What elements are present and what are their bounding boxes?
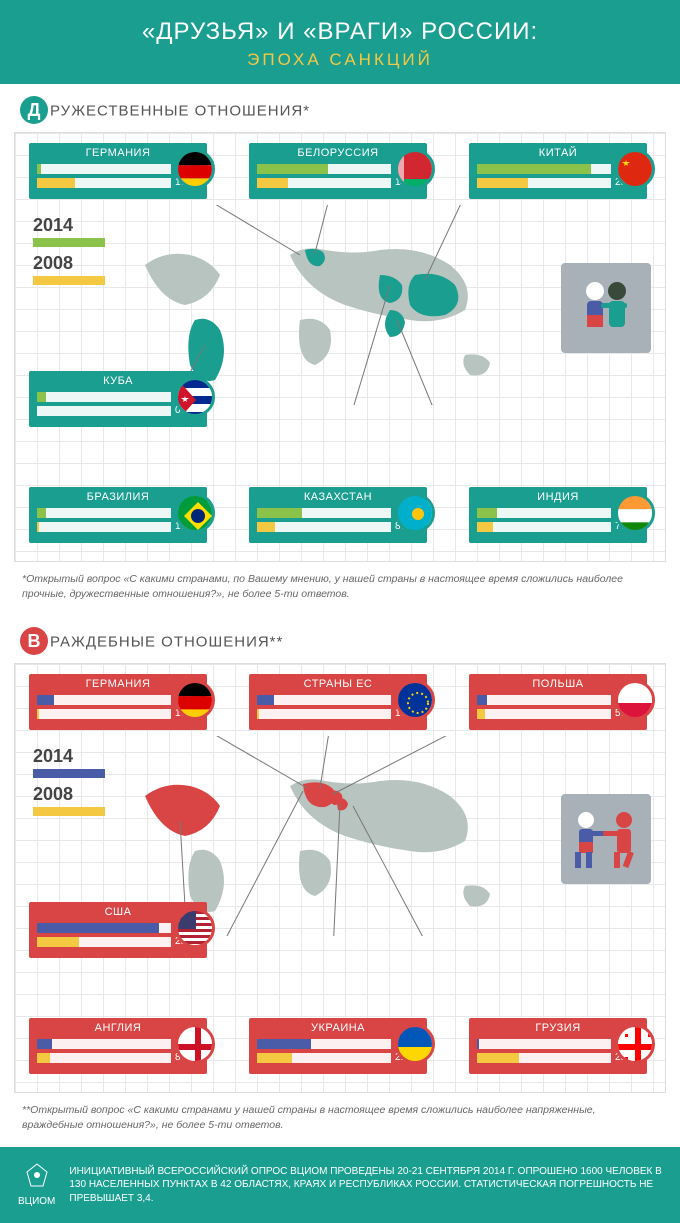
country-card: АНГЛИЯ 9% 8% <box>29 1018 207 1074</box>
friends-icon <box>561 263 651 353</box>
country-card: США 73% 25% <box>29 902 207 958</box>
country-card: УКРАИНА 32% 21% <box>249 1018 427 1074</box>
flag-icon <box>395 493 435 533</box>
flag-icon <box>175 149 215 189</box>
friendly-section-title: ДРУЖЕСТВЕННЫЕ ОТНОШЕНИЯ* <box>0 84 680 132</box>
country-card: ГРУЗИЯ 1% 25% <box>469 1018 647 1074</box>
country-card: КУБА 4% 0% <box>29 371 207 427</box>
bar-2008: 1% <box>37 521 199 532</box>
header: «ДРУЗЬЯ» И «ВРАГИ» РОССИИ: ЭПОХА САНКЦИЙ <box>0 0 680 84</box>
vciom-logo: ВЦИОМ <box>18 1161 55 1209</box>
bar-2008: 5% <box>477 708 639 719</box>
footer: ВЦИОМ ИНИЦИАТИВНЫЙ ВСЕРОССИЙСКИЙ ОПРОС В… <box>0 1147 680 1223</box>
legend-2008: 2008 <box>33 253 105 285</box>
hostile-title-text: РАЖДЕБНЫЕ ОТНОШЕНИЯ** <box>50 634 283 651</box>
country-name: ИНДИЯ <box>477 491 639 503</box>
flag-icon <box>395 1024 435 1064</box>
friendly-note: *Открытый вопрос «С какими странами, по … <box>0 562 680 615</box>
bar-2008: 21% <box>257 1052 419 1063</box>
legend-swatch-2008 <box>33 807 105 816</box>
bar-2008: 0% <box>37 405 199 416</box>
flag-icon <box>395 680 435 720</box>
friendly-panel: 2014 2008 <box>14 132 666 562</box>
country-card: БРАЗИЛИЯ 4% 1% <box>29 487 207 543</box>
hostile-note: **Открытый вопрос «С какими странами у н… <box>0 1093 680 1146</box>
hostile-letter-badge: В <box>20 627 48 655</box>
legend: 2014 2008 <box>33 746 105 822</box>
subtitle: ЭПОХА САНКЦИЙ <box>10 50 670 70</box>
flag-icon <box>175 680 215 720</box>
footer-text: ИНИЦИАТИВНЫЙ ВСЕРОССИЙСКИЙ ОПРОС ВЦИОМ П… <box>69 1165 662 1206</box>
country-name: БЕЛОРУССИЯ <box>257 147 419 159</box>
country-name: США <box>37 906 199 918</box>
bar-2008: 14% <box>257 177 419 188</box>
flag-icon <box>615 149 655 189</box>
flag-icon <box>175 908 215 948</box>
country-name: УКРАИНА <box>257 1022 419 1034</box>
country-name: КУБА <box>37 375 199 387</box>
legend-2008: 2008 <box>33 784 105 816</box>
bar-2008: 23% <box>477 177 639 188</box>
legend-2014: 2014 <box>33 746 105 778</box>
bar-2008: 17% <box>37 177 199 188</box>
bar-2008: 1% <box>37 708 199 719</box>
legend-2014: 2014 <box>33 215 105 247</box>
country-card: ПОЛЬША 6% 5% <box>469 674 647 730</box>
country-name: СТРАНЫ ЕС <box>257 678 419 690</box>
legend-swatch-2014 <box>33 769 105 778</box>
country-name: ПОЛЬША <box>477 678 639 690</box>
bar-2008: 1% <box>257 708 419 719</box>
country-name: ГРУЗИЯ <box>477 1022 639 1034</box>
country-card: КАЗАХСТАН 20% 8% <box>249 487 427 543</box>
friendly-title-text: РУЖЕСТВЕННЫЕ ОТНОШЕНИЯ* <box>50 103 310 120</box>
country-name: КИТАЙ <box>477 147 639 159</box>
country-card: ГЕРМАНИЯ 10% 1% <box>29 674 207 730</box>
flag-icon <box>175 493 215 533</box>
bar-2008: 8% <box>257 521 419 532</box>
country-card: СТРАНЫ ЕС 10% 1% <box>249 674 427 730</box>
country-name: БРАЗИЛИЯ <box>37 491 199 503</box>
flag-icon <box>175 377 215 417</box>
friendly-letter-badge: Д <box>20 96 48 124</box>
enemies-icon <box>561 794 651 884</box>
country-card: ИНДИЯ 9% 7% <box>469 487 647 543</box>
flag-icon <box>615 1024 655 1064</box>
flag-icon <box>175 1024 215 1064</box>
main-title: «ДРУЗЬЯ» И «ВРАГИ» РОССИИ: <box>10 18 670 46</box>
bar-2008: 25% <box>37 936 199 947</box>
legend: 2014 2008 <box>33 215 105 291</box>
country-name: ГЕРМАНИЯ <box>37 678 199 690</box>
flag-icon <box>615 680 655 720</box>
bar-2008: 25% <box>477 1052 639 1063</box>
bar-2008: 8% <box>37 1052 199 1063</box>
legend-swatch-2008 <box>33 276 105 285</box>
legend-swatch-2014 <box>33 238 105 247</box>
country-card: БЕЛОРУССИЯ 32% 14% <box>249 143 427 199</box>
country-name: КАЗАХСТАН <box>257 491 419 503</box>
bar-2008: 7% <box>477 521 639 532</box>
flag-icon <box>615 493 655 533</box>
hostile-section-title: ВРАЖДЕБНЫЕ ОТНОШЕНИЯ** <box>0 615 680 663</box>
hostile-panel: 2014 2008 <box>14 663 666 1093</box>
flag-icon <box>395 149 435 189</box>
country-card: ГЕРМАНИЯ 2% 17% <box>29 143 207 199</box>
country-name: ГЕРМАНИЯ <box>37 147 199 159</box>
country-card: КИТАЙ 51% 23% <box>469 143 647 199</box>
country-name: АНГЛИЯ <box>37 1022 199 1034</box>
